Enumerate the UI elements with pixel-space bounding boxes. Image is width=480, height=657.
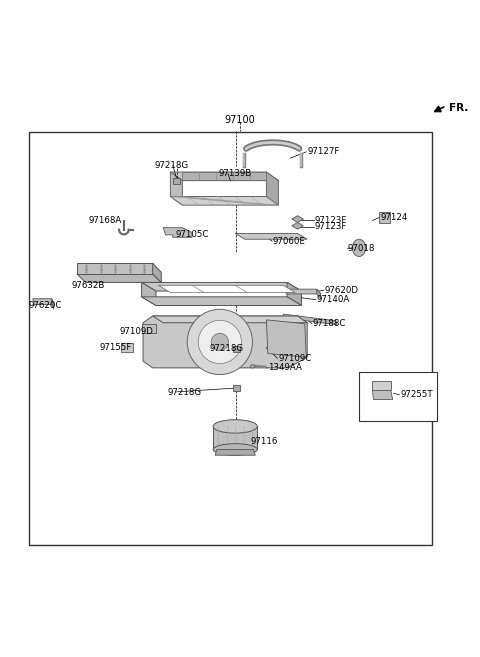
Polygon shape bbox=[158, 285, 295, 292]
Polygon shape bbox=[372, 390, 393, 399]
Text: 97168A: 97168A bbox=[89, 215, 122, 225]
Ellipse shape bbox=[213, 443, 257, 455]
Text: 97620C: 97620C bbox=[29, 301, 62, 310]
Polygon shape bbox=[292, 223, 303, 229]
Polygon shape bbox=[77, 274, 161, 283]
Polygon shape bbox=[173, 178, 180, 183]
Text: 97123F: 97123F bbox=[315, 215, 347, 225]
Polygon shape bbox=[372, 381, 391, 390]
Polygon shape bbox=[33, 299, 54, 304]
Text: 97018: 97018 bbox=[348, 244, 375, 253]
Text: 97060E: 97060E bbox=[273, 237, 305, 246]
Polygon shape bbox=[283, 314, 337, 325]
Polygon shape bbox=[292, 215, 303, 223]
Polygon shape bbox=[213, 426, 257, 449]
Polygon shape bbox=[287, 283, 301, 306]
Polygon shape bbox=[170, 196, 278, 205]
Circle shape bbox=[198, 321, 241, 363]
Polygon shape bbox=[52, 299, 54, 309]
Polygon shape bbox=[266, 320, 306, 357]
Text: 97620D: 97620D bbox=[324, 286, 359, 294]
Polygon shape bbox=[121, 343, 133, 351]
Circle shape bbox=[211, 333, 228, 351]
Text: 97188C: 97188C bbox=[312, 319, 346, 328]
Polygon shape bbox=[215, 449, 255, 455]
Text: 97255T: 97255T bbox=[400, 390, 433, 399]
Text: 97127F: 97127F bbox=[307, 147, 339, 156]
Text: 1349AA: 1349AA bbox=[268, 363, 302, 373]
Text: 97109C: 97109C bbox=[278, 353, 312, 363]
Polygon shape bbox=[170, 172, 278, 181]
Polygon shape bbox=[143, 316, 307, 368]
Text: 97100: 97100 bbox=[225, 115, 255, 125]
Text: 97155F: 97155F bbox=[100, 343, 132, 352]
Polygon shape bbox=[233, 385, 240, 391]
Polygon shape bbox=[142, 283, 301, 291]
Polygon shape bbox=[266, 172, 278, 205]
Polygon shape bbox=[142, 283, 156, 306]
Polygon shape bbox=[235, 233, 307, 239]
Bar bbox=[29, 131, 432, 545]
Polygon shape bbox=[142, 324, 156, 333]
Text: 97139B: 97139B bbox=[218, 170, 252, 179]
Polygon shape bbox=[170, 172, 182, 205]
Text: 97124: 97124 bbox=[381, 213, 408, 221]
Bar bbox=[359, 372, 437, 420]
Text: 97105C: 97105C bbox=[175, 231, 209, 239]
Polygon shape bbox=[182, 172, 266, 180]
Text: FR.: FR. bbox=[449, 102, 468, 113]
Text: 97123F: 97123F bbox=[315, 222, 347, 231]
Text: 97218G: 97218G bbox=[209, 344, 243, 353]
Polygon shape bbox=[77, 263, 153, 274]
Text: 97116: 97116 bbox=[251, 437, 278, 446]
Text: 97218G: 97218G bbox=[167, 388, 201, 397]
Polygon shape bbox=[142, 297, 301, 306]
Polygon shape bbox=[153, 316, 307, 323]
Circle shape bbox=[187, 309, 252, 374]
Ellipse shape bbox=[213, 420, 257, 433]
Ellipse shape bbox=[352, 239, 366, 256]
Text: 97140A: 97140A bbox=[316, 295, 349, 304]
Polygon shape bbox=[283, 289, 321, 294]
Polygon shape bbox=[163, 228, 192, 237]
Text: 97109D: 97109D bbox=[120, 327, 154, 336]
Polygon shape bbox=[317, 289, 321, 299]
Text: 97632B: 97632B bbox=[71, 281, 105, 290]
Ellipse shape bbox=[250, 365, 255, 368]
Text: 97218G: 97218G bbox=[155, 161, 189, 170]
Polygon shape bbox=[233, 346, 240, 351]
Polygon shape bbox=[379, 212, 390, 223]
Polygon shape bbox=[153, 263, 161, 283]
